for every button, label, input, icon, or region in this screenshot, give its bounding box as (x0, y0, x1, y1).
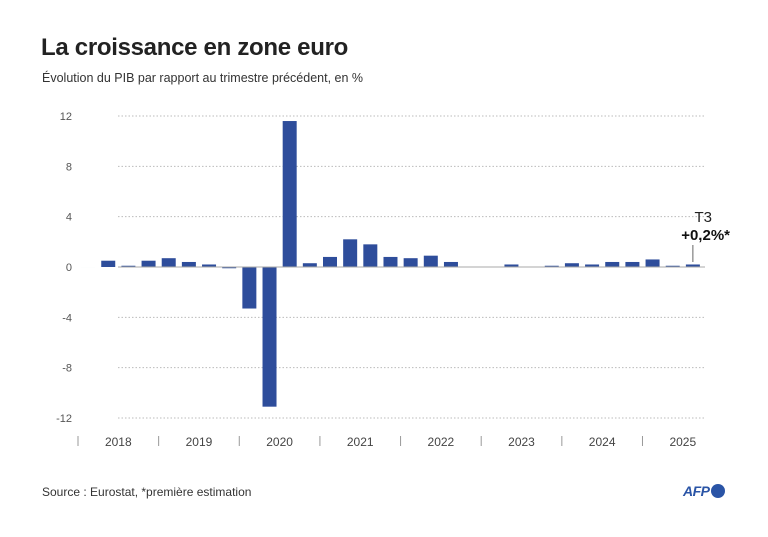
bar (282, 121, 297, 268)
bar (363, 244, 378, 267)
bar (343, 239, 358, 267)
bar (323, 256, 337, 267)
bar (564, 263, 579, 267)
x-tick-label: 2021 (347, 435, 374, 449)
chart-title: La croissance en zone euro (41, 34, 348, 61)
bar (121, 265, 136, 267)
bar (383, 256, 398, 267)
x-tick-label: 2025 (669, 435, 696, 449)
chart-subtitle: Évolution du PIB par rapport au trimestr… (42, 71, 364, 85)
bar (302, 263, 317, 267)
bar (685, 264, 700, 267)
y-tick-label: 8 (66, 161, 72, 173)
x-tick-label: 2019 (186, 435, 213, 449)
bar (645, 259, 660, 267)
bar (181, 261, 196, 267)
bar (423, 255, 438, 267)
bar (544, 265, 559, 267)
afp-logo: AFP (683, 483, 725, 499)
bar (403, 258, 418, 267)
x-tick-label: 2020 (266, 435, 293, 449)
bar (262, 267, 277, 407)
bar (161, 258, 176, 267)
bar (141, 260, 156, 267)
annotation-value: +0,2%* (681, 227, 730, 244)
y-tick-label: 12 (60, 111, 72, 123)
y-tick-label: -4 (62, 312, 72, 324)
bar (605, 261, 620, 267)
x-tick-label: 2018 (105, 435, 132, 449)
source-note: Source : Eurostat, *première estimation (42, 485, 252, 499)
bar (625, 261, 640, 267)
x-tick-label: 2022 (428, 435, 455, 449)
x-tick-label: 2024 (589, 435, 616, 449)
x-tick-label: 2023 (508, 435, 535, 449)
bar (504, 264, 519, 267)
bar (443, 261, 458, 267)
bar (202, 264, 217, 267)
bar (101, 260, 116, 267)
bar (222, 267, 237, 269)
annotation-label: T3 (694, 209, 712, 226)
y-tick-label: 4 (66, 212, 72, 224)
bar (585, 264, 600, 267)
bar (665, 265, 680, 267)
y-tick-label: 0 (66, 262, 72, 274)
y-tick-label: -12 (56, 413, 72, 425)
bar (242, 267, 257, 309)
y-tick-label: -8 (62, 363, 72, 375)
